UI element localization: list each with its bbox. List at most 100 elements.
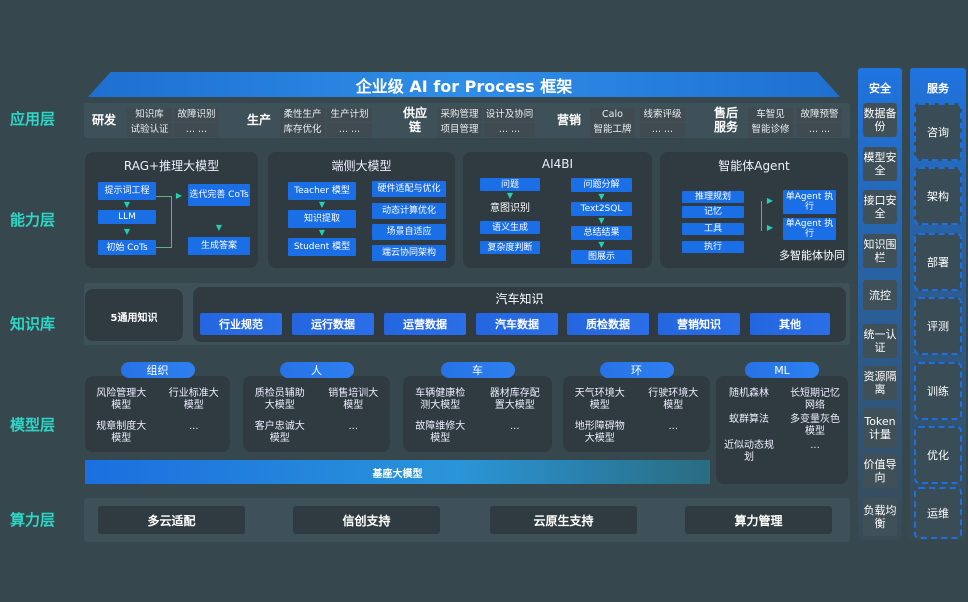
model-item: 随机森林	[729, 388, 769, 399]
ai4bi-step: 总结结果	[571, 226, 632, 240]
model-item: 地形障碍物大模型	[574, 421, 625, 444]
agent-step: 推理规划	[682, 191, 744, 203]
arrow-down-icon: ▼	[123, 200, 131, 209]
ai4bi-step: 意图识别	[490, 203, 530, 214]
service-item[interactable]: 运维	[914, 487, 962, 539]
knowledge-item[interactable]: 其他	[750, 313, 830, 335]
security-item[interactable]: 模型安全	[863, 147, 897, 181]
app-item[interactable]: 线索评级	[640, 108, 685, 122]
model-item: ...	[810, 440, 820, 451]
agent-executor: 单Agent 执行	[783, 190, 836, 214]
app-item[interactable]: 故障识别	[174, 108, 219, 122]
knowledge-item[interactable]: 行业规范	[200, 313, 282, 335]
model-panel	[403, 376, 552, 452]
app-item[interactable]: 柔性生产	[280, 108, 325, 122]
app-item[interactable]: 智能工牌	[590, 123, 635, 137]
model-item: ...	[668, 421, 679, 432]
compute-item[interactable]: 多云适配	[98, 506, 245, 534]
model-category[interactable]: 环	[599, 362, 674, 378]
model-item: 多变量灰色模型	[790, 414, 840, 437]
model-item: 长短期记忆网络	[790, 388, 840, 411]
app-item[interactable]: 知识库	[127, 108, 172, 122]
app-item[interactable]: 生产计划	[327, 108, 372, 122]
compute-item[interactable]: 算力管理	[685, 506, 832, 534]
framework-title: 企业级 AI for Process 框架	[88, 72, 840, 97]
model-item: ...	[188, 421, 199, 432]
edge-feature: 端云协同架构	[372, 245, 446, 261]
app-item[interactable]: 项目管理	[437, 123, 482, 137]
app-item[interactable]: 车智见	[748, 108, 793, 122]
security-item[interactable]: 资源隔离	[863, 366, 897, 400]
model-category[interactable]: 组织	[120, 362, 195, 378]
knowledge-item[interactable]: 汽车数据	[476, 313, 558, 335]
app-item[interactable]: 采购管理	[437, 108, 482, 122]
arrow-down-icon: ▼	[598, 192, 605, 201]
general-knowledge-panel	[85, 289, 183, 341]
app-group-name: 营销	[556, 113, 581, 127]
model-item: 风险管理大模型	[96, 388, 147, 411]
edge-step: Teacher 模型	[288, 182, 356, 200]
security-item[interactable]: 负载均衡	[863, 498, 897, 536]
edge-step: Student 模型	[288, 238, 356, 256]
security-item[interactable]: 数据备份	[863, 103, 897, 137]
arrow-down-icon: ▼	[598, 240, 605, 249]
app-item[interactable]: 故障预警	[797, 108, 842, 122]
security-item[interactable]: Token计量	[863, 408, 897, 448]
service-item[interactable]: 优化	[914, 426, 962, 484]
compute-item[interactable]: 云原生支持	[490, 506, 637, 534]
ai4bi-step: 图展示	[571, 250, 632, 264]
model-item: 天气环境大模型	[574, 388, 625, 411]
model-item: 规章制度大模型	[96, 421, 147, 444]
security-item[interactable]: 统一认证	[863, 324, 897, 358]
knowledge-item[interactable]: 营销知识	[658, 313, 740, 335]
model-category[interactable]: 人	[279, 362, 354, 378]
rag-step: 初始 CoTs	[98, 240, 156, 255]
model-item: 行业标准大模型	[168, 388, 219, 411]
service-item[interactable]: 部署	[914, 233, 962, 291]
app-item[interactable]: ... ...	[797, 123, 842, 137]
ai4bi-step: Text2SQL	[571, 202, 632, 216]
app-item[interactable]: ... ...	[484, 123, 535, 137]
security-title: 安全	[869, 82, 891, 95]
security-item[interactable]: 流控	[863, 280, 897, 310]
edge-step: 知识提取	[288, 210, 356, 228]
arrow-down-icon: ▼	[506, 191, 514, 200]
model-item: ...	[348, 421, 359, 432]
connector-line	[752, 201, 762, 231]
panel-title: RAG+推理大模型	[123, 159, 220, 173]
security-item[interactable]: 接口安全	[863, 190, 897, 224]
app-group-name: 研发	[91, 113, 116, 127]
service-item[interactable]: 架构	[914, 167, 962, 225]
model-category[interactable]: 车	[440, 362, 515, 378]
model-panel	[563, 376, 710, 452]
model-category[interactable]: ML	[745, 362, 819, 378]
app-item[interactable]: ... ...	[327, 123, 372, 137]
app-item[interactable]: 设计及协同	[484, 108, 535, 122]
layer-label: 应用层	[10, 110, 56, 128]
service-item[interactable]: 咨询	[914, 103, 962, 161]
knowledge-item[interactable]: 质检数据	[567, 313, 649, 335]
service-item[interactable]: 评测	[914, 297, 962, 355]
arrow-right-icon: ▶	[175, 191, 183, 200]
ai4bi-step: 问题	[480, 178, 540, 191]
app-item[interactable]: ... ...	[640, 123, 685, 137]
arrow-right-icon: ▶	[766, 223, 774, 232]
knowledge-item[interactable]: 运行数据	[292, 313, 374, 335]
app-item[interactable]: Calo	[590, 108, 635, 122]
app-item[interactable]: 库存优化	[280, 123, 325, 137]
arrow-down-icon: ▼	[123, 227, 131, 236]
security-item[interactable]: 价值导向	[863, 454, 897, 488]
rag-step: 迭代完善 CoTs	[188, 184, 250, 206]
model-item: 行驶环境大模型	[648, 388, 699, 411]
agent-step: 记忆	[682, 206, 744, 218]
knowledge-item[interactable]: 运营数据	[384, 313, 466, 335]
app-item[interactable]: 试验认证	[127, 123, 172, 137]
app-item[interactable]: ... ...	[174, 123, 219, 137]
service-item[interactable]: 训练	[914, 362, 962, 420]
app-item[interactable]: 智能诊修	[748, 123, 793, 137]
security-item[interactable]: 知识围栏	[863, 234, 897, 268]
compute-item[interactable]: 信创支持	[293, 506, 440, 534]
panel-title: AI4BI	[541, 157, 574, 171]
arrow-down-icon: ▼	[215, 223, 223, 232]
model-panel	[243, 376, 390, 452]
